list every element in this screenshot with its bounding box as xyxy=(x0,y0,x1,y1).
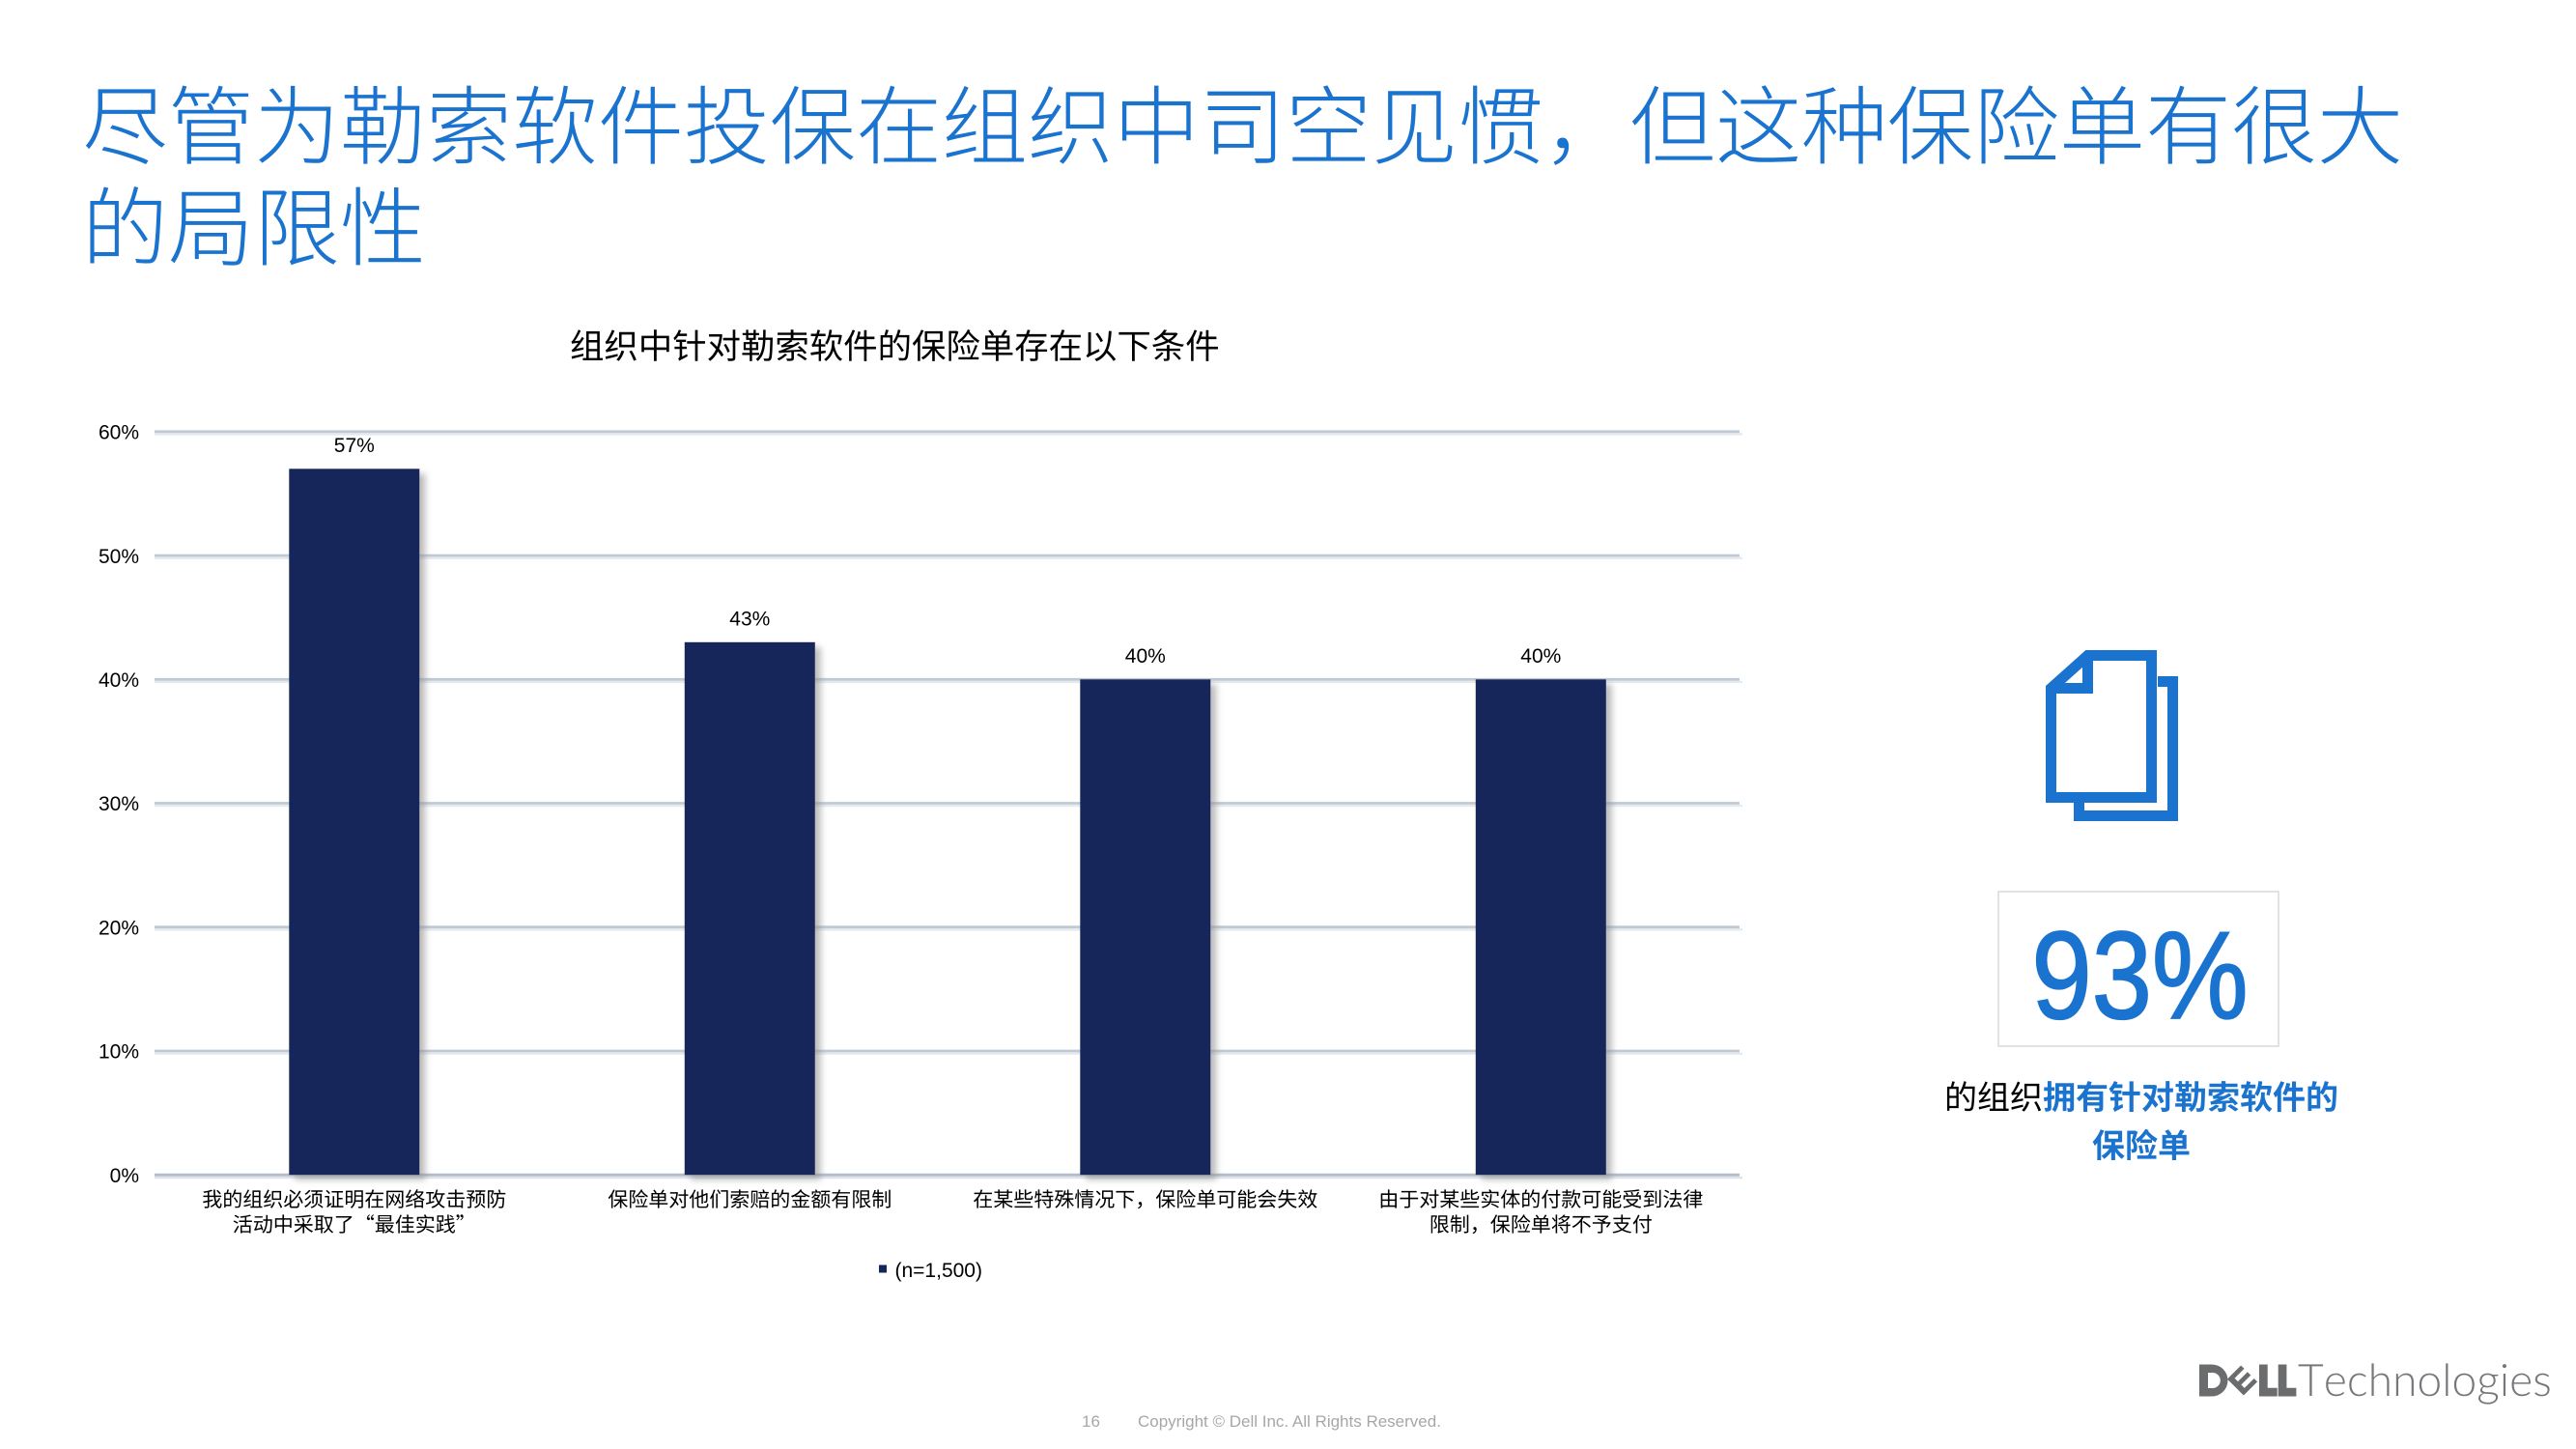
svg-text:10%: 10% xyxy=(99,1041,139,1064)
svg-text:60%: 60% xyxy=(99,422,139,444)
svg-text:40%: 40% xyxy=(1125,645,1166,668)
svg-text:16: 16 xyxy=(1082,1412,1100,1431)
svg-text:0%: 0% xyxy=(110,1165,139,1187)
svg-text:43%: 43% xyxy=(729,608,770,630)
svg-text:(n=1,500): (n=1,500) xyxy=(895,1260,982,1282)
svg-text:30%: 30% xyxy=(99,793,139,815)
svg-text:40%: 40% xyxy=(99,669,139,692)
svg-text:93%: 93% xyxy=(2031,906,2248,1045)
svg-text:20%: 20% xyxy=(99,917,139,939)
svg-text:40%: 40% xyxy=(1520,645,1561,668)
svg-text:50%: 50% xyxy=(99,546,139,568)
svg-text:Copyright © Dell Inc. All Righ: Copyright © Dell Inc. All Rights Reserve… xyxy=(1138,1412,1441,1431)
svg-text:57%: 57% xyxy=(334,435,375,457)
